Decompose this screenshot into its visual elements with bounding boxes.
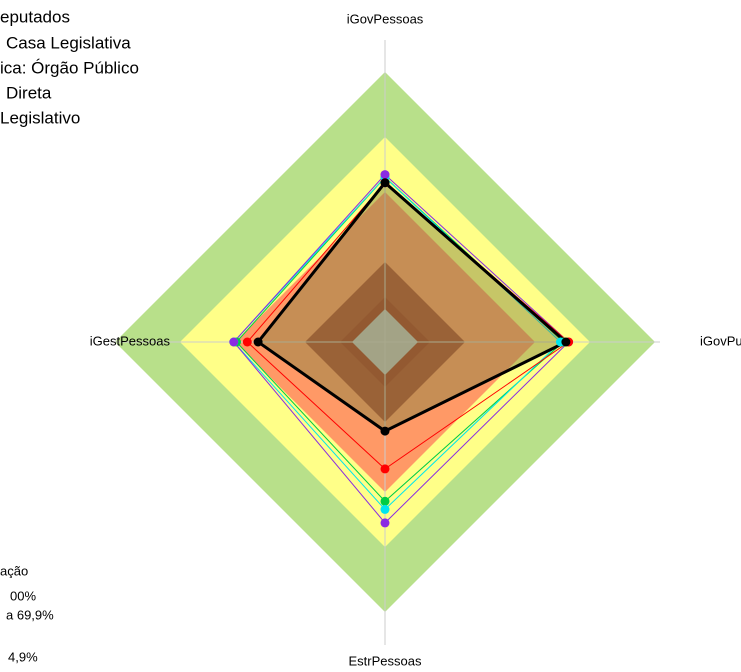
data-point — [253, 337, 263, 347]
axis-label: iGovPub — [700, 333, 741, 348]
data-point — [380, 426, 390, 436]
info-text: eputados — [0, 7, 70, 26]
legend-text: 00% — [10, 588, 36, 603]
data-point — [380, 464, 390, 474]
data-point — [380, 170, 390, 180]
data-point — [242, 337, 252, 347]
info-text: ica: Órgão Público — [0, 58, 139, 77]
legend-text: 4,9% — [8, 649, 38, 664]
info-text: Legislativo — [0, 108, 80, 127]
data-point — [380, 496, 390, 506]
info-text: Direta — [6, 83, 52, 102]
data-point — [380, 518, 390, 528]
series-layer — [229, 170, 574, 528]
data-point — [229, 337, 239, 347]
data-point — [561, 337, 571, 347]
legend-text: a 69,9% — [6, 607, 54, 622]
data-point — [380, 178, 390, 188]
info-text: Casa Legislativa — [6, 33, 131, 52]
data-point — [380, 504, 390, 514]
legend-text: ação — [0, 563, 28, 578]
axis-label: iGovPessoas — [347, 11, 424, 26]
axis-label: EstrPessoas — [349, 653, 422, 668]
axis-label: iGestPessoas — [90, 333, 171, 348]
